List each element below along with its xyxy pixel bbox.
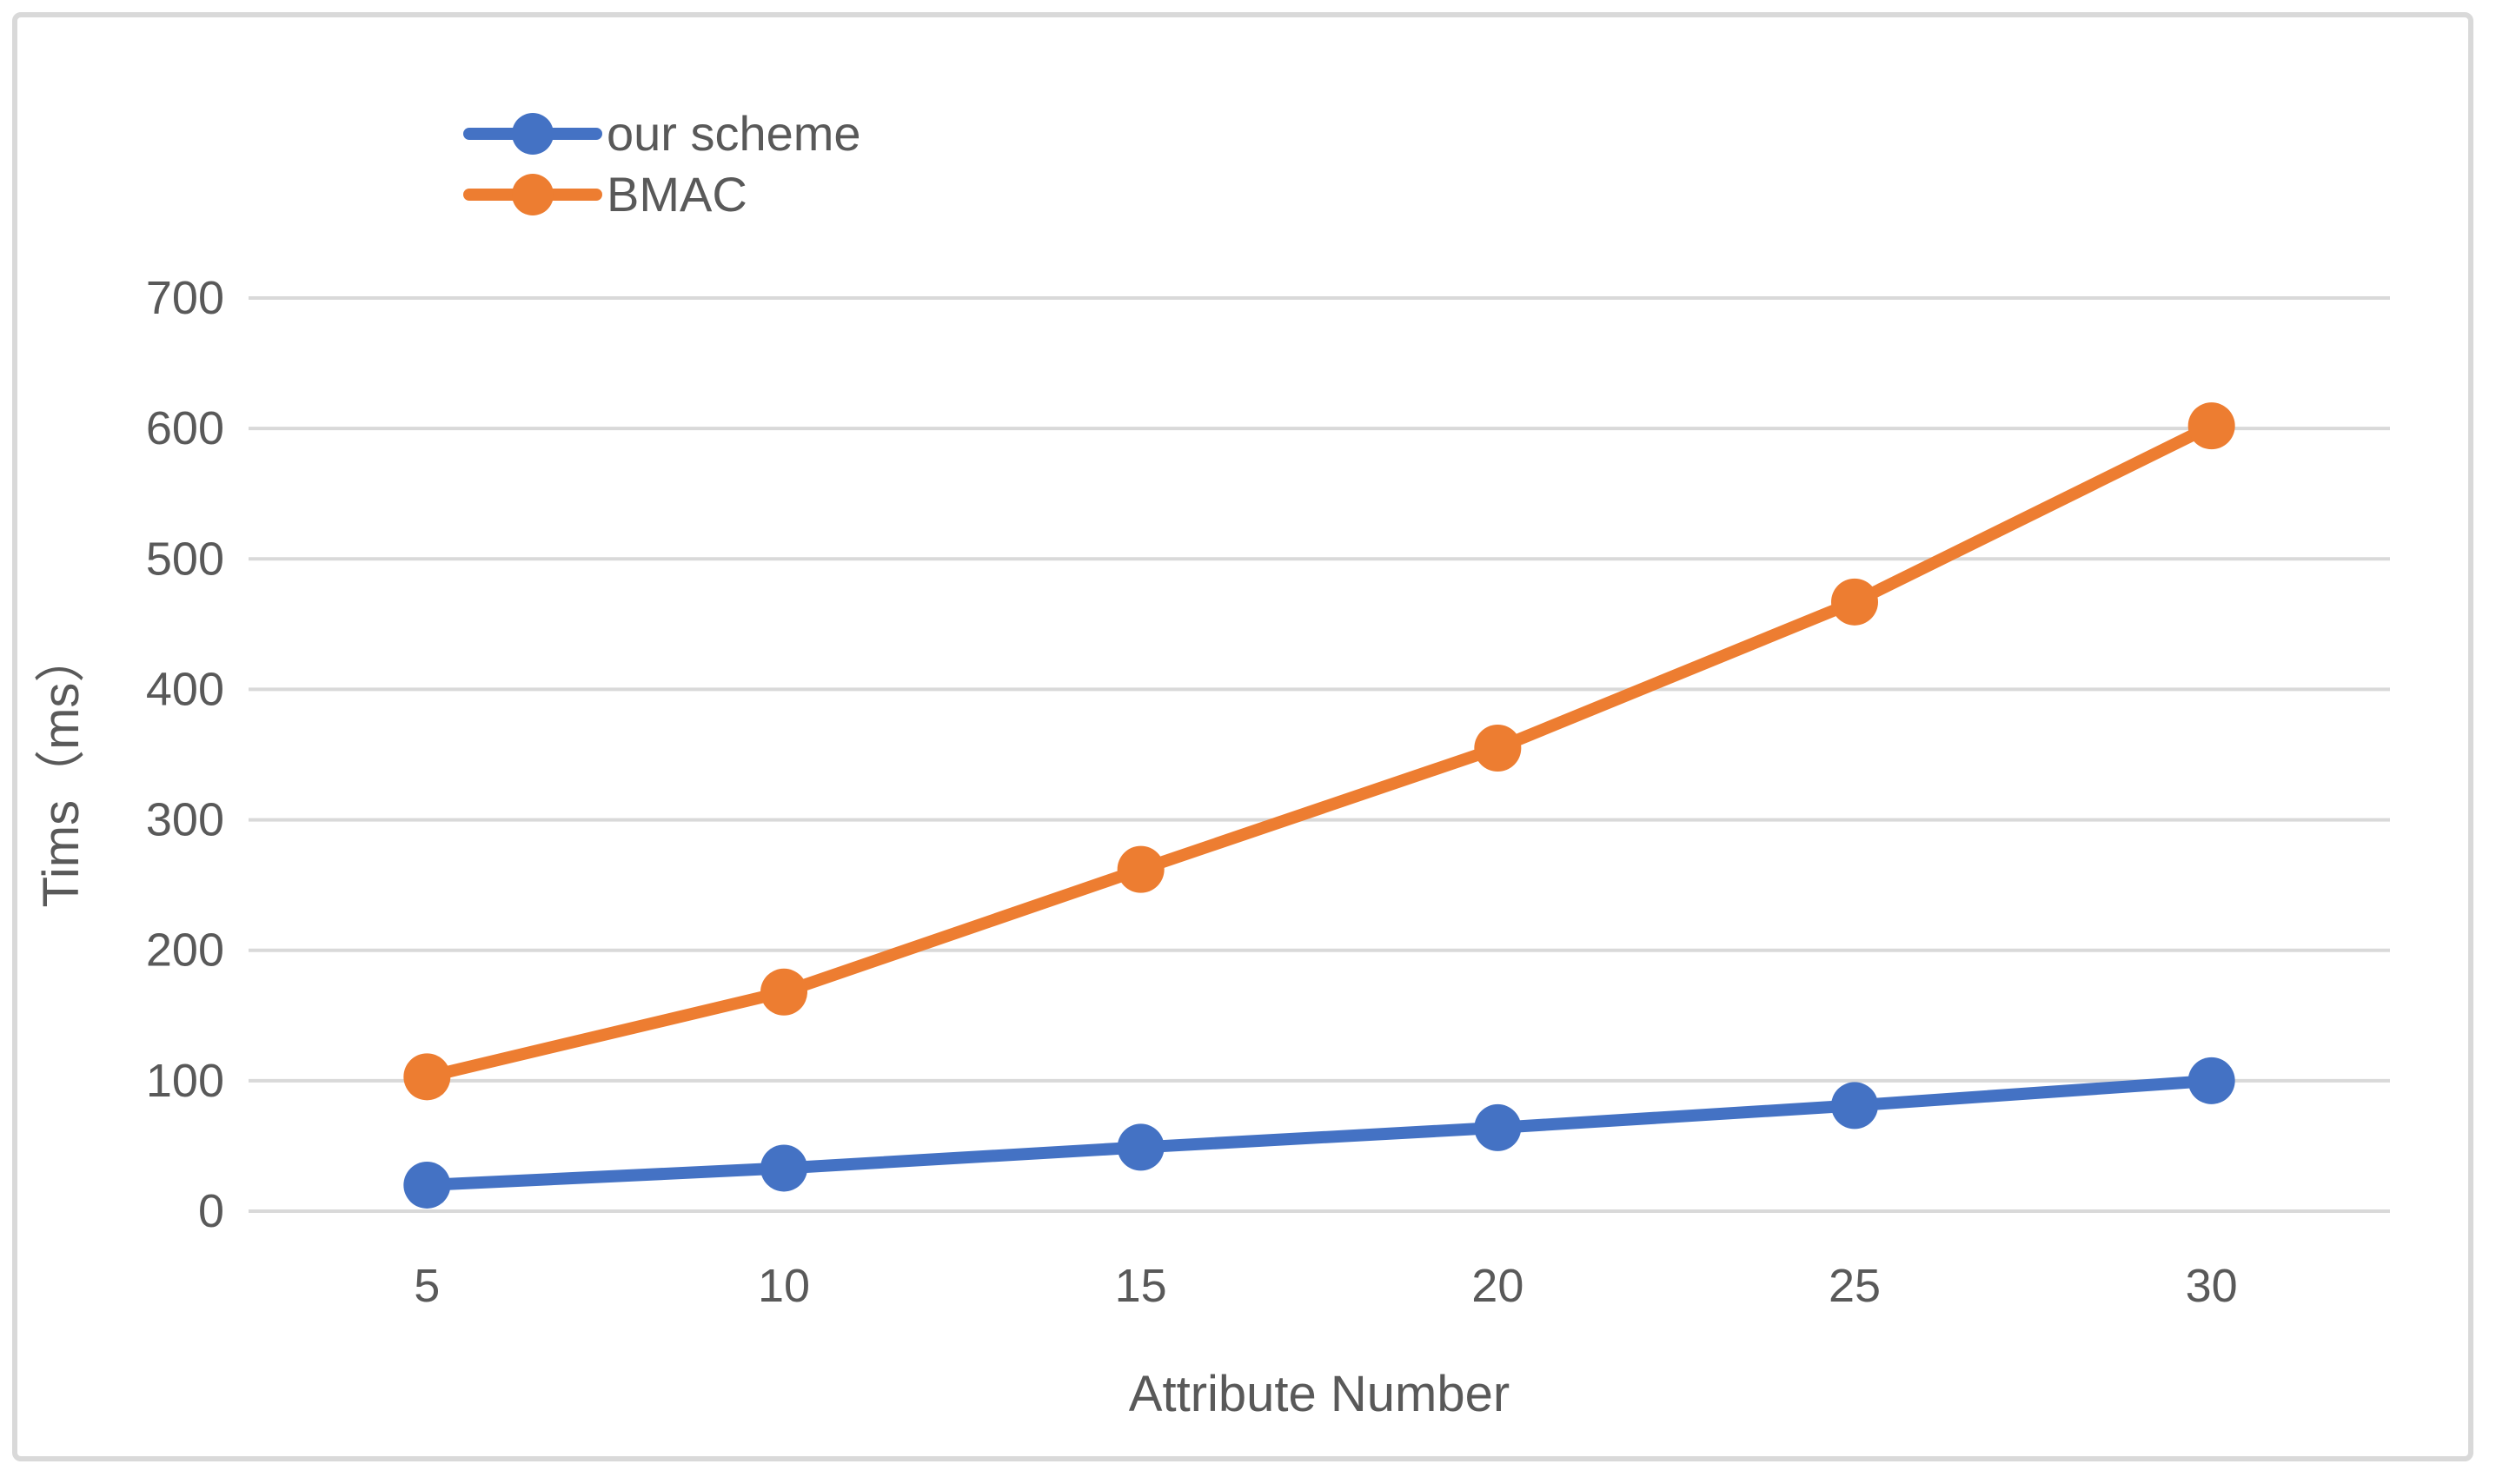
data-point-marker	[1831, 578, 1878, 626]
y-tick-label: 700	[146, 272, 224, 324]
x-tick-label: 20	[1471, 1260, 1523, 1312]
data-point-marker	[1831, 1082, 1878, 1130]
x-axis-title: Attribute Number	[1129, 1366, 1510, 1422]
series-line-BMAC	[421, 420, 2218, 1083]
legend-label: BMAC	[607, 167, 747, 222]
y-tick-label: 100	[146, 1055, 224, 1107]
y-tick-label: 500	[146, 533, 224, 585]
y-tick-label: 400	[146, 663, 224, 715]
data-point-marker	[403, 1053, 451, 1101]
x-axis-tick-labels: 5 10 15 20 25 30	[414, 1260, 2237, 1312]
x-tick-label: 10	[758, 1260, 810, 1312]
x-tick-label: 5	[414, 1260, 440, 1312]
data-point-marker	[1117, 1123, 1165, 1171]
y-tick-label: 600	[146, 402, 224, 454]
data-point-marker	[760, 1144, 807, 1192]
data-point-marker	[2187, 1057, 2235, 1104]
data-point-marker	[1474, 724, 1522, 772]
legend-marker-dot	[512, 113, 554, 155]
y-tick-label: 0	[198, 1185, 224, 1237]
y-tick-label: 200	[146, 924, 224, 977]
x-tick-label: 30	[2186, 1260, 2238, 1312]
data-series	[403, 402, 2235, 1209]
y-tick-label: 300	[146, 794, 224, 846]
data-point-marker	[1474, 1103, 1522, 1151]
x-tick-label: 15	[1115, 1260, 1167, 1312]
data-point-marker	[760, 968, 807, 1016]
data-point-marker	[403, 1161, 451, 1209]
legend-marker-dot	[512, 174, 554, 215]
legend-label: our scheme	[607, 106, 861, 161]
series-line-our-scheme	[421, 1074, 2218, 1191]
gridlines	[249, 296, 2390, 1213]
line-chart: 0 100 200 300 400 500 600 700 5 10 15 20 25 30 our s…	[33, 106, 2390, 1422]
y-axis-tick-labels: 0 100 200 300 400 500 600 700	[146, 272, 224, 1237]
data-point-marker	[1117, 845, 1165, 893]
y-axis-title: Tims（ms）	[33, 633, 90, 908]
data-point-marker	[2187, 402, 2235, 450]
chart-frame: 0 100 200 300 400 500 600 700 5 10 15 20 25 30 our s…	[12, 12, 2473, 1461]
x-tick-label: 25	[1829, 1260, 1881, 1312]
legend: our scheme BMAC	[463, 106, 861, 222]
